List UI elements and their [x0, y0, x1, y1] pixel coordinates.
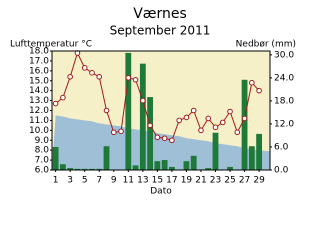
x-tick-label: 21: [195, 176, 206, 186]
precip-bar: [161, 160, 168, 170]
temp-point: [125, 74, 132, 81]
temp-point: [241, 115, 248, 122]
y2-tick-label: 6.0: [274, 142, 289, 152]
precip-bar: [67, 168, 74, 170]
precip-bar: [205, 168, 212, 170]
precip-bar: [59, 164, 66, 170]
x-tick-label: 3: [67, 176, 73, 186]
temp-point: [60, 94, 66, 101]
x-tick-label: 11: [123, 176, 134, 186]
temp-point: [52, 100, 59, 107]
precip-bar: [168, 166, 175, 170]
x-tick-label: 13: [137, 176, 148, 186]
precip-bar: [212, 132, 219, 170]
y-tick-label: 17.0: [29, 56, 49, 66]
precip-bar: [125, 52, 132, 170]
x-tick-label: 5: [82, 176, 88, 186]
x-tick-label: 19: [181, 176, 193, 186]
temp-point: [219, 119, 226, 126]
temp-point: [96, 73, 103, 80]
temp-point: [132, 76, 139, 83]
temp-point: [103, 107, 110, 114]
y-tick-label: 13.0: [29, 96, 49, 106]
x-tick-label: 1: [53, 176, 59, 186]
precip-bar: [103, 146, 110, 170]
x-tick-label: 15: [152, 176, 163, 186]
x-tick-label: 25: [224, 176, 235, 186]
precip-bar: [183, 161, 190, 170]
temp-point: [154, 134, 161, 141]
precip-bar: [227, 166, 233, 170]
precip-bar: [154, 161, 161, 170]
temp-point: [234, 129, 241, 136]
temp-point: [176, 117, 182, 124]
x-tick-label: 7: [96, 176, 102, 186]
temp-point: [110, 129, 117, 136]
precip-bar: [248, 146, 255, 170]
precip-bar: [132, 165, 139, 170]
y-tick-label: 6.0: [35, 166, 50, 176]
precip-bar: [241, 79, 248, 170]
y2-tick-label: 30.0: [274, 50, 294, 60]
plot-frame: [51, 50, 271, 171]
y-tick-label: 7.0: [35, 156, 50, 166]
precip-bar: [190, 155, 197, 170]
temp-point: [140, 97, 146, 104]
y2-tick-label: 24.0: [274, 73, 294, 83]
x-tick-label: 29: [253, 176, 265, 186]
temp-point: [227, 108, 233, 115]
temp-point: [256, 87, 262, 94]
precip-bar: [89, 168, 95, 170]
temp-point: [67, 73, 73, 80]
precip-bar: [74, 168, 81, 170]
y2-tick-label: 18.0: [274, 96, 294, 106]
precip-bar: [256, 133, 263, 170]
precip-bar: [96, 168, 103, 170]
y-tick-label: 12.0: [29, 106, 49, 116]
y-tick-label: 14.0: [29, 86, 49, 96]
temp-point: [169, 137, 175, 144]
y2-tick-label: 12.0: [274, 119, 294, 129]
precip-bar: [81, 168, 88, 170]
temp-point: [147, 122, 153, 129]
precip-bar: [147, 97, 154, 170]
temp-point: [212, 124, 219, 131]
temp-point: [183, 114, 190, 121]
x-tick-label: 17: [166, 176, 177, 186]
y-tick-label: 9.0: [35, 136, 50, 146]
y-tick-label: 16.0: [29, 66, 49, 76]
chart-subtitle: September 2011: [110, 24, 211, 38]
chart-title: Værnes: [133, 6, 187, 22]
chart: Værnes September 2011 Lufttemperatur °C …: [10, 6, 296, 197]
x-tick-label: 27: [239, 176, 250, 186]
temp-point: [118, 128, 124, 135]
temp-point: [89, 70, 95, 76]
temp-point: [198, 127, 204, 134]
precip-bar: [52, 146, 59, 170]
temp-point: [249, 79, 255, 86]
y-tick-label: 11.0: [29, 116, 49, 126]
temp-point: [161, 135, 168, 142]
y2-axis-label: Nedbør (mm): [236, 40, 296, 50]
y-tick-label: 8.0: [35, 146, 50, 156]
x-tick-label: 23: [210, 176, 221, 186]
y-tick-label: 18.0: [29, 47, 49, 57]
x-tick-label: 9: [111, 176, 117, 186]
y-tick-label: 15.0: [29, 76, 49, 86]
precip-bar: [139, 63, 146, 171]
y-axis-label: Lufttemperatur °C: [10, 40, 92, 50]
temp-point: [190, 107, 197, 114]
y-tick-label: 10.0: [29, 126, 49, 136]
x-axis-label: Dato: [150, 187, 172, 197]
temp-point: [205, 115, 212, 122]
temp-point: [81, 65, 88, 71]
y2-tick-label: 0.0: [274, 166, 289, 176]
